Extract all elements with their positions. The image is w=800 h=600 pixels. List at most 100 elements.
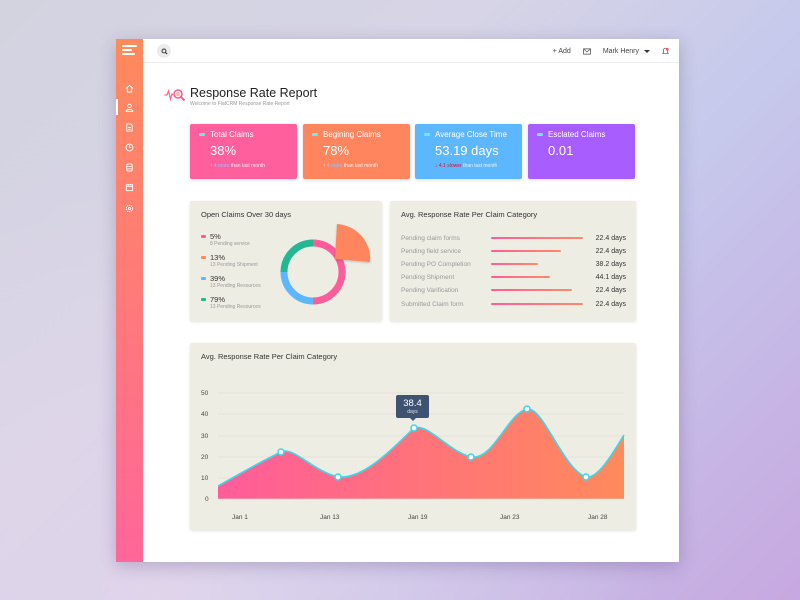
menu-bar-icon <box>122 53 135 55</box>
sidebar-item-history[interactable] <box>116 139 143 155</box>
donut-chart[interactable] <box>278 219 378 315</box>
document-icon <box>126 122 133 132</box>
mail-icon <box>582 47 591 55</box>
y-tick-label: 0 <box>205 496 209 503</box>
tooltip-value: 38.4 <box>403 398 422 409</box>
tooltip-unit: days <box>407 409 418 415</box>
y-tick-label: 30 <box>201 433 209 440</box>
legend-swatch <box>201 235 206 238</box>
bar-fill <box>491 276 550 278</box>
y-tick-label: 10 <box>201 475 209 482</box>
label-marker-icon <box>424 133 430 136</box>
bar-row: Pending claim forms 22.4 days <box>401 234 626 242</box>
report-logo-icon <box>164 88 186 102</box>
stat-delta: ↑ 4 more than last month <box>210 163 266 169</box>
data-point <box>277 448 285 456</box>
stat-card-average-close-time: Average Close Time 53.19 days ↓ 4.1 slow… <box>415 124 522 179</box>
user-icon <box>125 103 134 112</box>
stat-label: Average Close Time <box>435 130 507 139</box>
stat-value: 38% <box>210 143 237 158</box>
search-button[interactable] <box>157 44 171 58</box>
bar-fill <box>491 250 561 252</box>
sidebar-item-settings[interactable] <box>116 200 143 216</box>
clock-icon <box>125 143 134 151</box>
legend-swatch <box>201 277 206 280</box>
search-icon <box>160 47 168 55</box>
menu-bar-icon <box>122 49 132 51</box>
sidebar-item-calendar[interactable] <box>116 179 143 195</box>
legend-swatch <box>201 256 206 259</box>
data-point <box>334 473 342 481</box>
legend-item: 39% 13 Pending Resources <box>201 274 261 289</box>
stat-card-beginning-claims: Begining Claims 78% ↑ 4 more than last m… <box>303 124 410 179</box>
stat-label: Total Claims <box>210 130 254 139</box>
bar-fill <box>491 263 538 265</box>
label-marker-icon <box>312 133 318 136</box>
add-button[interactable]: + Add <box>552 47 571 55</box>
settings-icon <box>125 204 134 212</box>
sidebar-item-database[interactable] <box>116 159 143 175</box>
sidebar-item-documents[interactable] <box>116 119 143 135</box>
data-point <box>467 453 475 461</box>
menu-toggle-button[interactable] <box>122 45 137 57</box>
y-tick-label: 20 <box>201 454 209 461</box>
database-icon <box>126 162 133 172</box>
notifications-button[interactable] <box>662 47 669 55</box>
y-tick-label: 40 <box>201 411 209 418</box>
x-tick-label: Jan 1 <box>232 514 248 521</box>
legend-item: 79% 13 Pending Resources <box>201 295 261 310</box>
legend-swatch <box>201 298 206 301</box>
stat-value: 53.19 days <box>435 143 499 158</box>
bar-row: Pending Varification 22.4 days <box>401 286 626 294</box>
stat-label: Esclated Claims <box>548 130 606 139</box>
y-tick-label: 50 <box>201 390 209 397</box>
legend-item: 13% 13 Pending Shipment <box>201 253 258 268</box>
topbar: + Add Mark Henry <box>143 39 679 63</box>
sidebar <box>116 39 143 562</box>
arrow-up-icon: ↑ <box>210 163 213 169</box>
panel-title: Avg. Response Rate Per Claim Category <box>401 210 538 219</box>
x-tick-label: Jan 23 <box>500 514 520 521</box>
label-marker-icon <box>537 133 543 136</box>
menu-bar-icon <box>122 45 137 47</box>
topbar-actions: + Add Mark Henry <box>541 39 669 63</box>
panel-title: Open Claims Over 30 days <box>201 210 292 219</box>
area-chart[interactable] <box>218 383 630 503</box>
stat-card-total-claims: Total Claims 38% ↑ 4 more than last mont… <box>190 124 297 179</box>
chevron-down-icon <box>644 49 650 53</box>
x-tick-label: Jan 28 <box>588 514 608 521</box>
user-menu[interactable]: Mark Henry <box>603 48 650 55</box>
sidebar-item-home[interactable] <box>116 80 143 96</box>
arrow-down-icon: ↓ <box>435 163 438 169</box>
page-title: Response Rate Report <box>190 86 318 100</box>
line-chart-panel: Avg. Response Rate Per Claim Category 50… <box>190 343 636 530</box>
home-icon <box>125 84 134 93</box>
user-name: Mark Henry <box>602 47 639 55</box>
page-header: Response Rate Report Welcome to FlatCRM … <box>164 87 317 107</box>
bar-fill <box>491 237 583 239</box>
arrow-up-icon: ↑ <box>323 163 326 169</box>
label-marker-icon <box>199 133 205 136</box>
x-tick-label: Jan 19 <box>408 514 428 521</box>
app-window: + Add Mark Henry Response Rate Report We… <box>116 39 679 562</box>
chart-tooltip: 38.4 days <box>396 395 429 421</box>
open-claims-panel: Open Claims Over 30 days 5% 8 Pending ser… <box>190 201 382 321</box>
calendar-icon <box>125 183 134 191</box>
stat-label: Begining Claims <box>323 130 381 139</box>
data-point <box>582 473 590 481</box>
bar-row: Pending Shipment 44.1 days <box>401 273 626 281</box>
bar-fill <box>491 303 583 305</box>
sidebar-item-users[interactable] <box>116 99 143 115</box>
bar-row: Pending field service 22.4 days <box>401 247 626 255</box>
response-rate-panel: Avg. Response Rate Per Claim Category Pe… <box>390 201 636 321</box>
bar-fill <box>491 289 572 291</box>
stat-delta: ↑ 4 more than last month <box>323 163 379 169</box>
data-point <box>523 405 531 413</box>
stat-card-escalated-claims: Esclated Claims 0.01 <box>528 124 635 179</box>
bar-row: Pending PO Completion 38.2 days <box>401 260 626 268</box>
bell-icon <box>662 47 669 54</box>
stat-value: 78% <box>323 143 350 158</box>
stat-delta: ↓ 4.1 slower than last month <box>435 163 498 169</box>
messages-button[interactable] <box>582 47 591 55</box>
bar-row: Submitted Claim form 22.4 days <box>401 300 626 308</box>
